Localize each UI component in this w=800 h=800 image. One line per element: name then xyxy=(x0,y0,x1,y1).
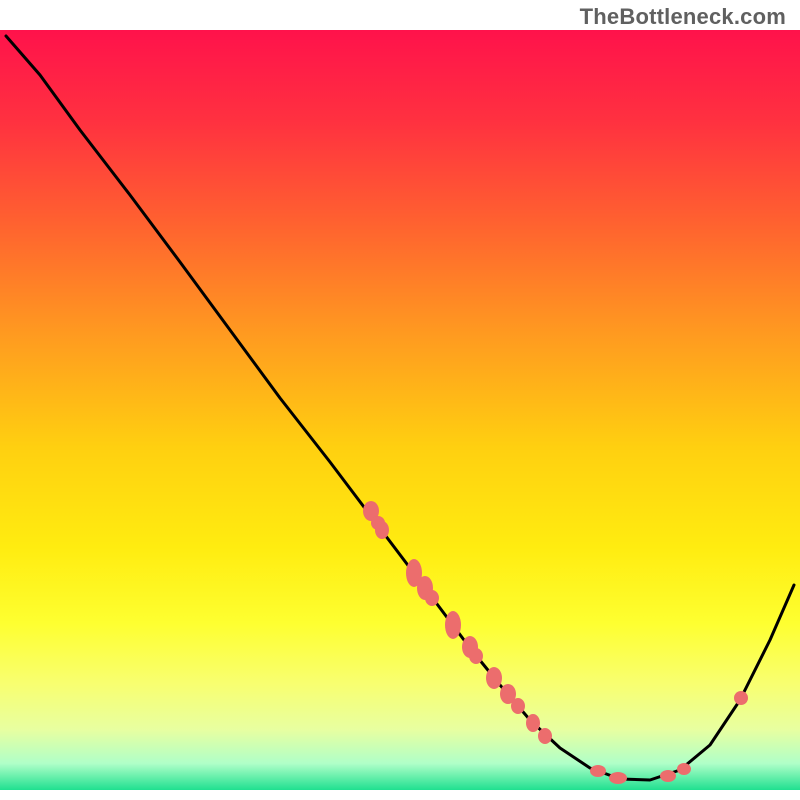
data-marker xyxy=(734,691,748,705)
data-marker xyxy=(469,648,483,664)
data-marker xyxy=(375,521,389,539)
chart-container: TheBottleneck.com xyxy=(0,0,800,800)
data-marker xyxy=(677,763,691,775)
watermark-text: TheBottleneck.com xyxy=(580,4,786,30)
data-marker xyxy=(511,698,525,714)
data-marker xyxy=(445,611,461,639)
data-marker xyxy=(609,772,627,784)
bottleneck-chart xyxy=(0,0,800,800)
data-marker xyxy=(425,590,439,606)
chart-background xyxy=(0,30,800,790)
data-marker xyxy=(590,765,606,777)
data-marker xyxy=(538,728,552,744)
data-marker xyxy=(486,667,502,689)
data-marker xyxy=(660,770,676,782)
data-marker xyxy=(526,714,540,732)
